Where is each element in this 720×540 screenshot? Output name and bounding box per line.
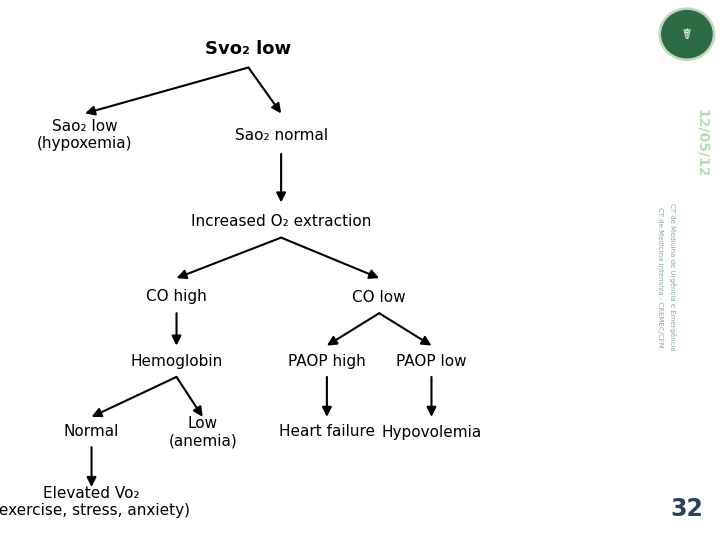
Text: Increased O₂ extraction: Increased O₂ extraction: [191, 214, 372, 229]
Text: 12/05/12: 12/05/12: [695, 109, 708, 178]
Text: Sao₂ normal: Sao₂ normal: [235, 127, 328, 143]
Text: PAOP high: PAOP high: [288, 354, 366, 369]
Text: Low
(anemia): Low (anemia): [168, 416, 237, 448]
Text: Elevated Vo₂
(exercise, stress, anxiety): Elevated Vo₂ (exercise, stress, anxiety): [0, 486, 190, 518]
Circle shape: [662, 11, 712, 58]
Text: CO low: CO low: [352, 289, 406, 305]
Text: Svo₂ low: Svo₂ low: [205, 39, 292, 58]
Text: CT de Medicina de Urgência e Emergência: CT de Medicina de Urgência e Emergência: [669, 203, 676, 351]
Text: Heart failure: Heart failure: [279, 424, 375, 440]
Text: Sao₂ low
(hypoxemia): Sao₂ low (hypoxemia): [37, 119, 132, 151]
Text: CO high: CO high: [146, 289, 207, 305]
Text: Hemoglobin: Hemoglobin: [130, 354, 222, 369]
Circle shape: [659, 8, 715, 60]
Text: CT de Medicina Intensiva - CREMEC/CFM: CT de Medicina Intensiva - CREMEC/CFM: [657, 207, 663, 348]
Text: ☤: ☤: [682, 26, 692, 42]
Text: 32: 32: [670, 497, 703, 521]
Text: Hypovolemia: Hypovolemia: [382, 424, 482, 440]
Text: PAOP low: PAOP low: [396, 354, 467, 369]
Text: Normal: Normal: [64, 424, 120, 440]
